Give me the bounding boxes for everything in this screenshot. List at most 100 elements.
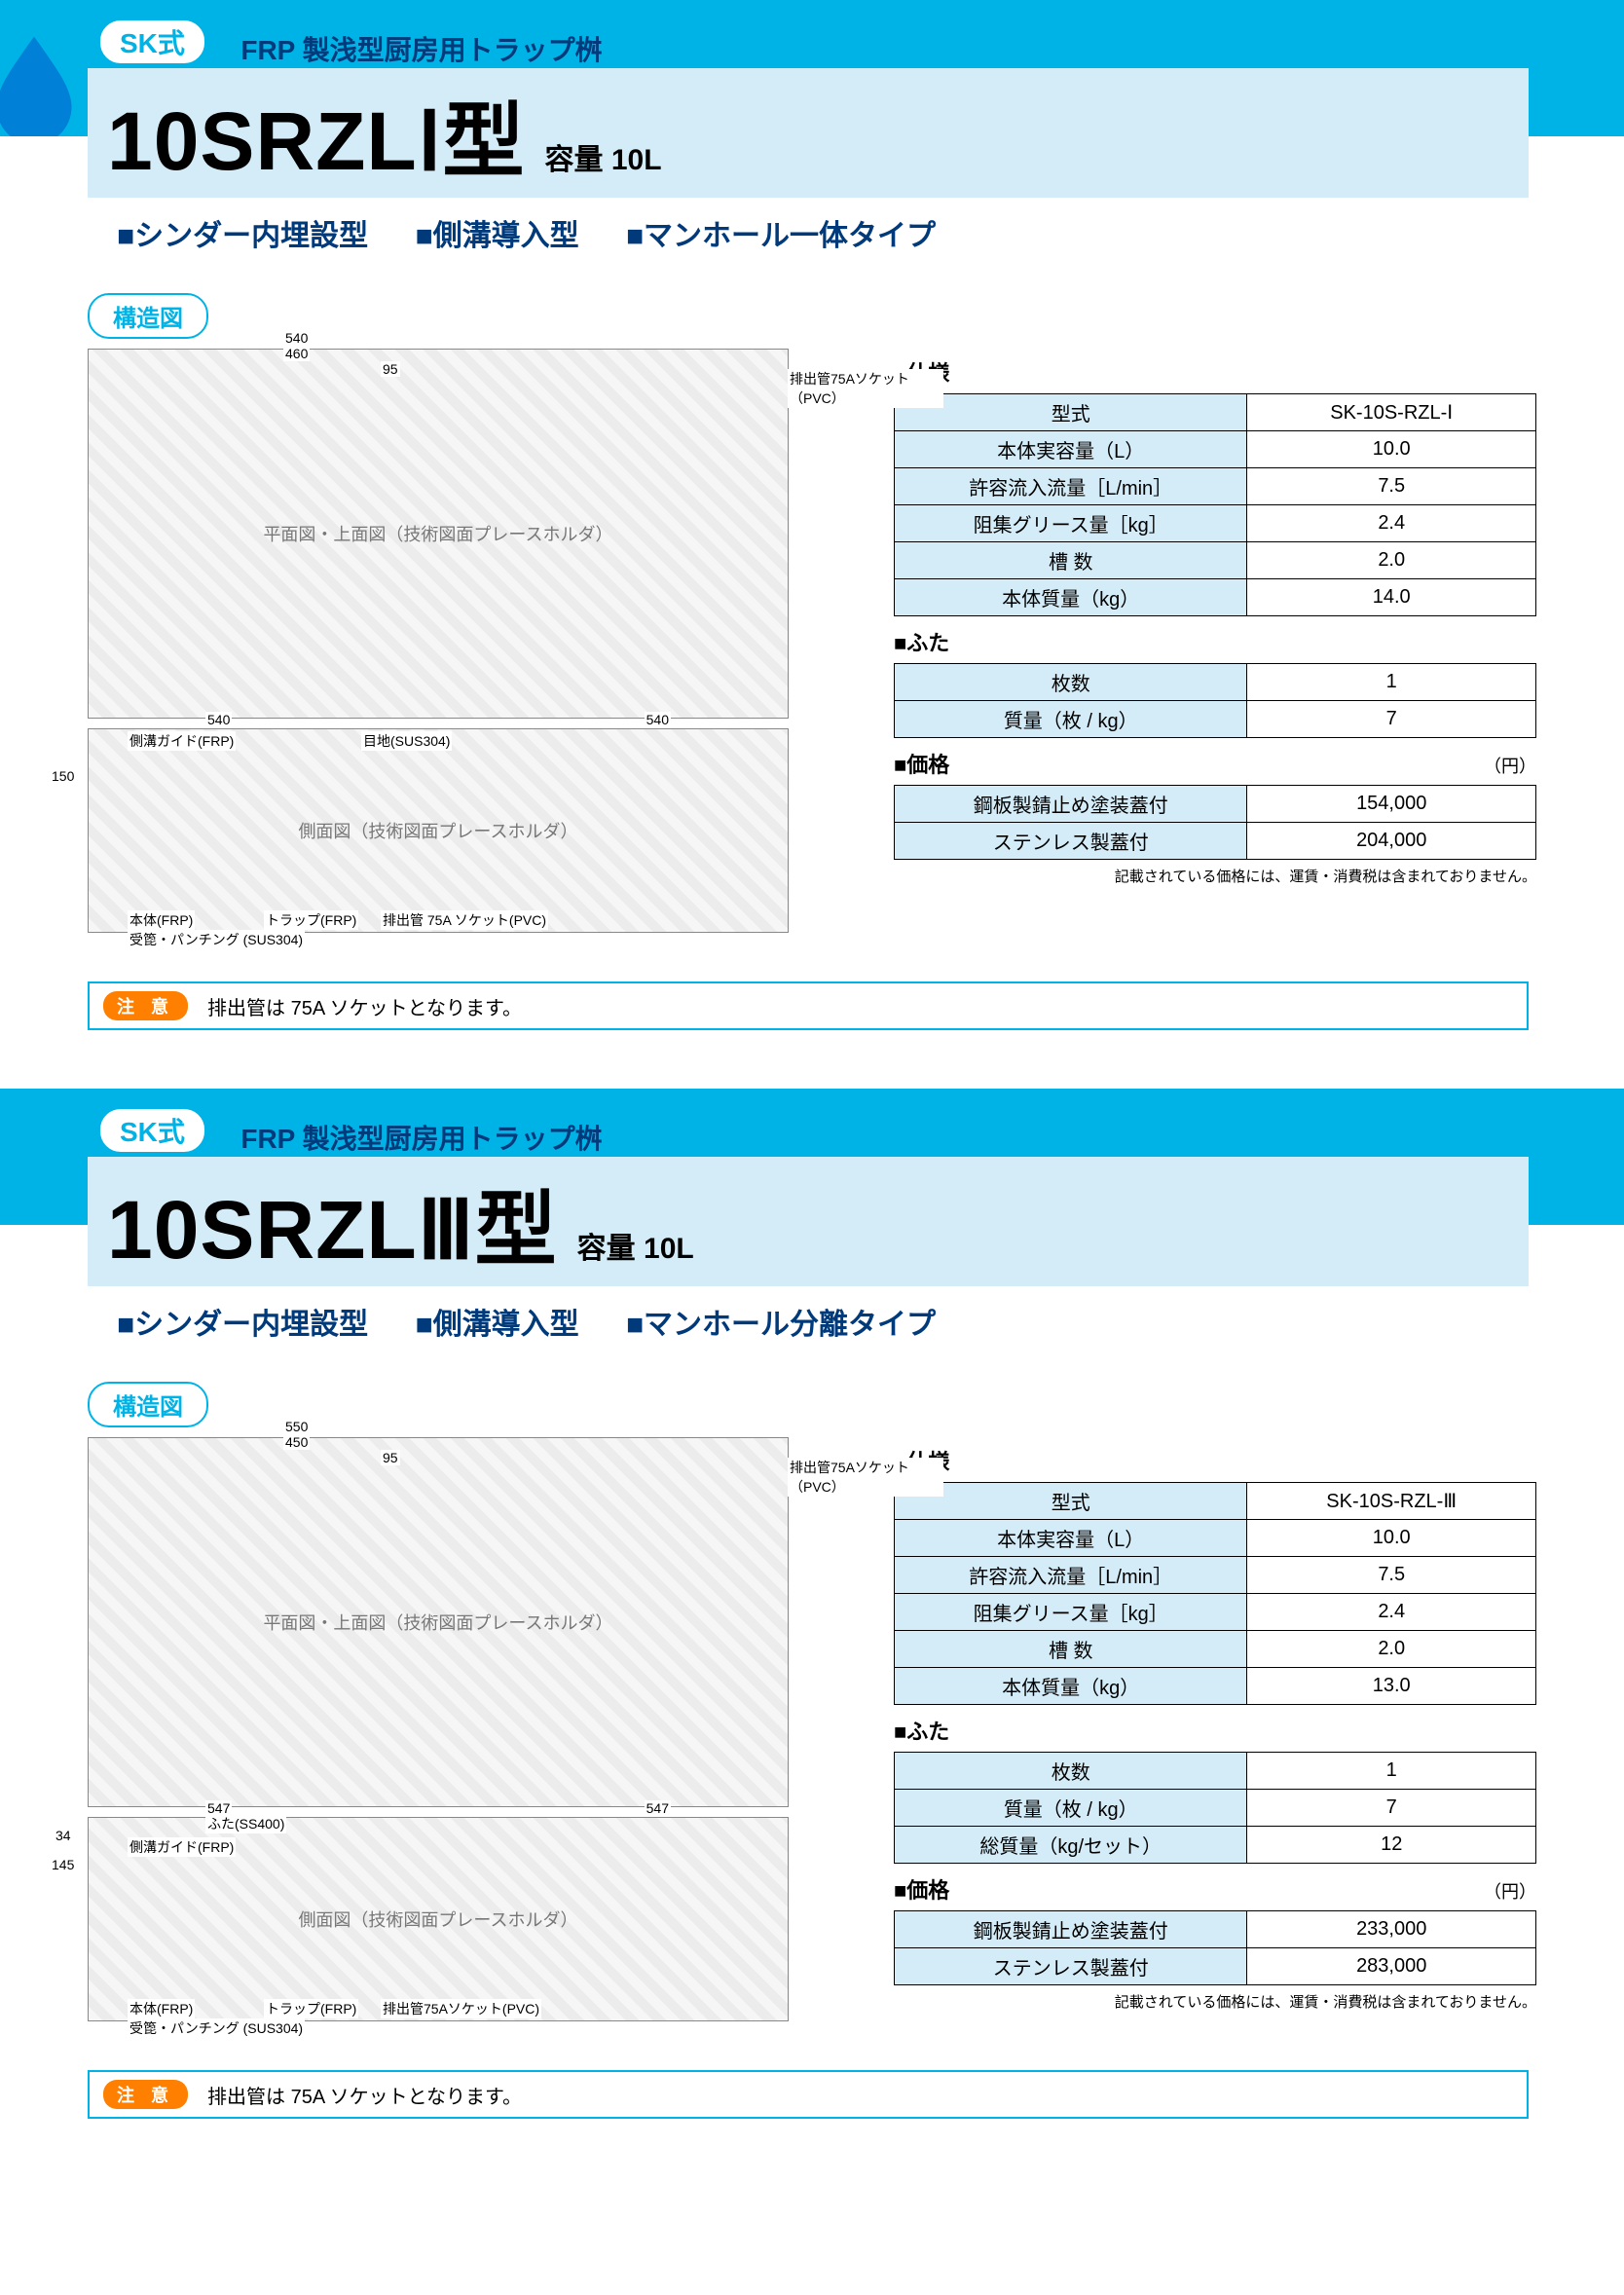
- lbl-punching: 受箆・パンチング (SUS304): [128, 930, 305, 949]
- dim-notch: 95: [381, 1450, 400, 1465]
- dim-side-rw: 540: [645, 712, 671, 727]
- lbl-body: 本体(FRP): [128, 1999, 195, 2018]
- lbl-futa: ふた(SS400): [205, 1814, 286, 1833]
- sk-badge: SK式: [97, 18, 207, 66]
- price-table: 鋼板製錆止め塗装蓋付233,000 ステンレス製蓋付283,000: [894, 1910, 1536, 1985]
- diagram-area: 平面図・上面図（技術図面プレースホルダ） 550 450 95 排出管75Aソケ…: [88, 1427, 894, 2041]
- body-row: 平面図・上面図（技術図面プレースホルダ） 540 460 95 排出管75Aソケ…: [0, 339, 1624, 952]
- yen-label: （円）: [1484, 753, 1536, 778]
- futa-table: 枚数1 質量（枚 / kg）7 総質量（kg/セット）12: [894, 1752, 1536, 1864]
- table-row: 本体質量（kg）13.0: [895, 1668, 1536, 1705]
- dim-inner-w: 460: [283, 346, 310, 361]
- body-row: 平面図・上面図（技術図面プレースホルダ） 550 450 95 排出管75Aソケ…: [0, 1427, 1624, 2041]
- label-socket: 排出管75Aソケット（PVC）: [788, 369, 943, 408]
- product-title: 10SRZLⅠ型: [107, 76, 526, 194]
- structure-label-row: 構造図: [88, 1382, 1624, 1427]
- dim-side-w: 540: [205, 712, 232, 727]
- diagram-area: 平面図・上面図（技術図面プレースホルダ） 540 460 95 排出管75Aソケ…: [88, 339, 894, 952]
- title-row: 10SRZLⅢ型 容量 10L: [88, 1157, 1529, 1286]
- caution-text: 排出管は 75A ソケットとなります。: [207, 992, 522, 1020]
- category-label: FRP 製浅型厨房用トラップ桝: [240, 1118, 602, 1157]
- yen-label: （円）: [1484, 1878, 1536, 1904]
- spec-area: ■仕様 型式SK-10S-RZL-Ⅰ 本体実容量（L）10.0 許容流入流量［L…: [894, 339, 1536, 886]
- structure-badge: 構造図: [88, 1382, 208, 1427]
- lbl-meji: 目地(SUS304): [361, 731, 452, 751]
- table-row: 許容流入流量［L/min］7.5: [895, 468, 1536, 505]
- table-row: 質量（枚 / kg）7: [895, 1790, 1536, 1827]
- caution-bar: 注 意 排出管は 75A ソケットとなります。: [88, 2070, 1529, 2119]
- capacity-label: 容量 10L: [545, 135, 662, 178]
- spec-table: 型式SK-10S-RZL-Ⅲ 本体実容量（L）10.0 許容流入流量［L/min…: [894, 1482, 1536, 1705]
- diagram-side: 側面図（技術図面プレースホルダ） 540 540 150 側溝ガイド(FRP) …: [88, 728, 789, 933]
- price-note: 記載されている価格には、運賃・消費税は含まれておりません。: [894, 1991, 1536, 2012]
- diagram-placeholder-text: 平面図・上面図（技術図面プレースホルダ）: [263, 1610, 612, 1635]
- category-label: FRP 製浅型厨房用トラップ桝: [240, 29, 602, 68]
- structure-badge: 構造図: [88, 293, 208, 339]
- sk-badge: SK式: [97, 1106, 207, 1155]
- diagram-placeholder-text: 側面図（技術図面プレースホルダ）: [298, 1906, 577, 1932]
- diagram-top: 平面図・上面図（技術図面プレースホルダ） 550 450 95 排出管75Aソケ…: [88, 1437, 789, 1807]
- table-row: 槽 数2.0: [895, 1631, 1536, 1668]
- table-row: 槽 数2.0: [895, 542, 1536, 579]
- price-note: 記載されている価格には、運賃・消費税は含まれておりません。: [894, 866, 1536, 886]
- dim-inner-w: 450: [283, 1434, 310, 1450]
- product-block-2: SK式 FRP 製浅型厨房用トラップ桝 10SRZLⅢ型 容量 10L ■シンダ…: [0, 1089, 1624, 2119]
- caution-bar: 注 意 排出管は 75A ソケットとなります。: [88, 981, 1529, 1030]
- diagram-placeholder-text: 平面図・上面図（技術図面プレースホルダ）: [263, 521, 612, 546]
- capacity-label: 容量 10L: [577, 1224, 694, 1267]
- table-row: ステンレス製蓋付283,000: [895, 1948, 1536, 1985]
- dim-outer-w: 540: [283, 330, 310, 346]
- lbl-body: 本体(FRP): [128, 910, 195, 930]
- tag-1: ■シンダー内埋設型: [117, 220, 368, 252]
- dim-side-h2: 34: [54, 1828, 73, 1843]
- section-futa-head: ■ふた: [894, 1715, 1536, 1746]
- table-row: 総質量（kg/セット）12: [895, 1827, 1536, 1864]
- diagram-top: 平面図・上面図（技術図面プレースホルダ） 540 460 95 排出管75Aソケ…: [88, 349, 789, 719]
- table-row: 枚数1: [895, 1753, 1536, 1790]
- tag-row: ■シンダー内埋設型 ■側溝導入型 ■マンホール分離タイプ: [0, 1286, 1624, 1352]
- table-row: 鋼板製錆止め塗装蓋付154,000: [895, 786, 1536, 823]
- section-price-head: ■価格: [894, 1873, 949, 1905]
- lbl-side-guide: 側溝ガイド(FRP): [128, 731, 236, 751]
- table-row: 型式SK-10S-RZL-Ⅰ: [895, 394, 1536, 431]
- section-futa-head: ■ふた: [894, 626, 1536, 657]
- caution-text: 排出管は 75A ソケットとなります。: [207, 2081, 522, 2109]
- product-title: 10SRZLⅢ型: [107, 1165, 558, 1282]
- table-row: 本体質量（kg）14.0: [895, 579, 1536, 616]
- table-row: 質量（枚 / kg）7: [895, 701, 1536, 738]
- table-row: 許容流入流量［L/min］7.5: [895, 1557, 1536, 1594]
- tag-2: ■側溝導入型: [415, 220, 578, 252]
- table-row: 本体実容量（L）10.0: [895, 1520, 1536, 1557]
- table-row: 本体実容量（L）10.0: [895, 431, 1536, 468]
- lbl-side-guide: 側溝ガイド(FRP): [128, 1837, 236, 1857]
- tag-3: ■マンホール一体タイプ: [626, 220, 936, 252]
- section-spec-head: ■仕様: [894, 1445, 1536, 1476]
- shimoda-logo-icon: [0, 29, 78, 136]
- table-row: 枚数1: [895, 664, 1536, 701]
- dim-side-rw: 547: [645, 1800, 671, 1816]
- caution-pill: 注 意: [103, 2080, 188, 2109]
- diagram-side: 側面図（技術図面プレースホルダ） 547 547 ふた(SS400) 145 3…: [88, 1817, 789, 2021]
- table-row: 型式SK-10S-RZL-Ⅲ: [895, 1483, 1536, 1520]
- dim-outer-w: 550: [283, 1419, 310, 1434]
- dim-side-h: 150: [50, 768, 76, 784]
- price-table: 鋼板製錆止め塗装蓋付154,000 ステンレス製蓋付204,000: [894, 785, 1536, 860]
- tag-2: ■側溝導入型: [415, 1309, 578, 1341]
- tag-3: ■マンホール分離タイプ: [626, 1309, 936, 1341]
- label-socket: 排出管75Aソケット（PVC）: [788, 1458, 943, 1497]
- title-row: 10SRZLⅠ型 容量 10L: [88, 68, 1529, 198]
- table-row: ステンレス製蓋付204,000: [895, 823, 1536, 860]
- lbl-socket2: 排出管 75A ソケット(PVC): [381, 910, 548, 930]
- structure-label-row: 構造図: [88, 293, 1624, 339]
- diagram-placeholder-text: 側面図（技術図面プレースホルダ）: [298, 818, 577, 843]
- section-price-head: ■価格: [894, 748, 949, 779]
- table-row: 鋼板製錆止め塗装蓋付233,000: [895, 1911, 1536, 1948]
- tag-1: ■シンダー内埋設型: [117, 1309, 368, 1341]
- table-row: 阻集グリース量［kg］2.4: [895, 1594, 1536, 1631]
- section-spec-head: ■仕様: [894, 356, 1536, 388]
- dim-notch: 95: [381, 361, 400, 377]
- spec-area: ■仕様 型式SK-10S-RZL-Ⅲ 本体実容量（L）10.0 許容流入流量［L…: [894, 1427, 1536, 2012]
- dim-side-h: 145: [50, 1857, 76, 1872]
- table-row: 阻集グリース量［kg］2.4: [895, 505, 1536, 542]
- futa-table: 枚数1 質量（枚 / kg）7: [894, 663, 1536, 738]
